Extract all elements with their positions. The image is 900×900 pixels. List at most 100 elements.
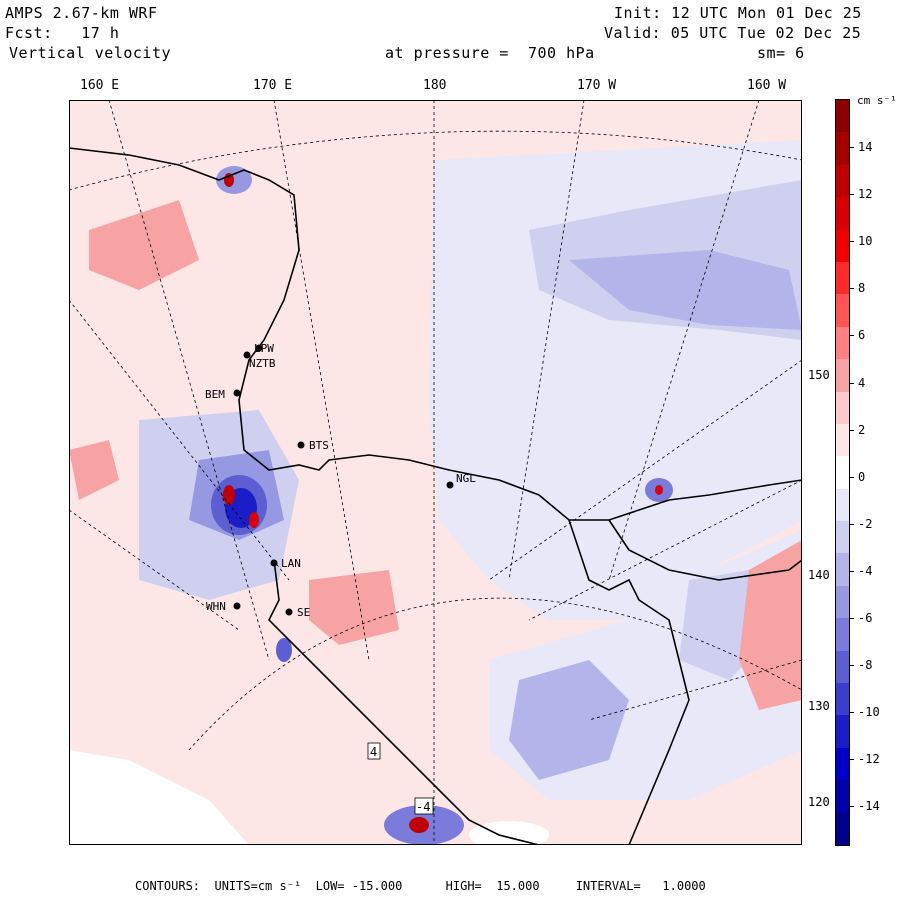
colorbar-tick [850,429,854,431]
contour-labels: 4 -4 [367,742,434,815]
colorbar-swatch [836,683,849,716]
colorbar-swatch [836,488,849,522]
colorbar-swatch [836,812,849,846]
valid-time: Valid: 05 UTC Tue 02 Dec 25 [604,24,862,42]
colorbar-swatch [836,359,849,393]
model-title: AMPS 2.67-km WRF [5,4,158,22]
field-region-ascent-nw [89,200,199,290]
colorbar-units: cm s⁻¹ [857,94,897,107]
colorbar-label: 6 [858,328,866,343]
graticule [69,100,802,845]
colorbar-swatch [836,261,849,295]
station-label-bts: BTS [309,439,329,452]
colorbar-swatch [836,650,849,684]
field-region-ascent-central [309,570,399,645]
init-time: Init: 12 UTC Mon 01 Dec 25 [614,4,862,22]
lon-label-170w: 170 W [577,78,617,93]
colorbar-label: -2 [858,516,873,531]
station-label-bem: BEM [205,388,225,401]
lon-label-180: 180 [423,78,447,93]
colorbar-label: 8 [858,281,866,296]
colorbar-label: -4 [858,563,873,578]
field-name: Vertical velocity [9,44,172,62]
colorbar-swatch [836,391,849,425]
colorbar-swatch [836,100,849,133]
colorbar-tick [850,759,854,761]
colorbar-swatch [836,294,849,328]
lon-label-160e: 160 E [80,78,120,93]
colorbar-label: -8 [858,658,873,673]
colorbar-label: 2 [858,422,866,437]
vertical-velocity-map: LPW NZTB BEM BTS NGL LAN WHN SE 4 -4 [69,100,802,845]
field-region-ascent-east [739,540,802,710]
station-label-whn: WHN [206,600,226,613]
station-markers [233,344,454,616]
colorbar-label: 0 [858,469,866,484]
colorbar-swatch [836,456,849,490]
station-marker-bts [297,441,305,449]
contour-label-neg4: -4 [416,800,430,814]
colorbar-label: -12 [858,752,880,767]
intense-convection-cluster [211,166,673,845]
map-frame [69,100,802,845]
station-marker-lpw [255,344,263,352]
coastline [69,147,802,845]
pressure-level: at pressure = 700 hPa [385,44,595,62]
colorbar-label: -6 [858,611,873,625]
colorbar-tick [850,665,854,667]
colorbar-tick [850,523,854,525]
smoothing: sm= 6 [757,44,805,62]
colorbar-tick [850,335,854,337]
colorbar-swatch [836,229,849,263]
station-marker-se [285,608,293,616]
colorbar-tick [850,570,854,572]
station-label-ngl: NGL [456,472,476,485]
colorbar-swatch [836,132,849,166]
colorbar-label: 10 [858,234,873,249]
colorbar-swatch [836,326,849,360]
colorbar-label: 12 [858,187,873,202]
colorbar [835,99,850,846]
colorbar-tick [850,476,854,478]
colorbar-swatch [836,553,849,587]
colorbar-label: -14 [858,799,880,814]
contour-info: CONTOURS: UNITS=cm s⁻¹ LOW= -15.000 HIGH… [135,879,706,893]
colorbar-swatch [836,747,849,781]
station-marker-bem [233,389,241,397]
colorbar-tick [850,147,854,148]
lon-label-160w: 160 W [747,78,787,93]
colorbar-swatch [836,618,849,652]
forecast-hour: Fcst: 17 h [5,24,120,42]
colorbar-swatch [836,521,849,554]
colorbar-swatch [836,197,849,231]
station-label-nztb: NZTB [249,357,276,370]
field-region-ascent-w [69,440,119,500]
colorbar-label: -10 [858,705,880,720]
colorbar-tick [850,712,854,714]
terrain-mask [69,750,249,845]
colorbar-tick [850,288,854,290]
station-marker-whn [233,602,241,610]
colorbar-swatch [836,423,849,457]
colorbar-swatch [836,585,849,619]
colorbar-swatch [836,780,849,814]
colorbar-tick [850,806,854,808]
station-label-lan: LAN [281,557,301,570]
colorbar-tick [850,618,854,619]
field-region-moderate-descent [569,250,802,330]
station-marker-nztb [243,351,251,359]
colorbar-tick [850,194,854,196]
station-marker-ngl [446,481,454,489]
contour-label-4: 4 [370,745,377,759]
station-label-se: SE [297,606,310,619]
field-region-descent-patch [509,660,629,780]
colorbar-label: 14 [858,140,873,154]
station-label-lpw: LPW [254,342,274,355]
colorbar-swatch [836,715,849,749]
colorbar-label: 4 [858,375,866,390]
lon-label-170e: 170 E [253,78,293,93]
colorbar-swatch [836,164,849,198]
station-marker-lan [270,559,278,567]
colorbar-tick [850,241,854,243]
colorbar-tick [850,382,854,384]
